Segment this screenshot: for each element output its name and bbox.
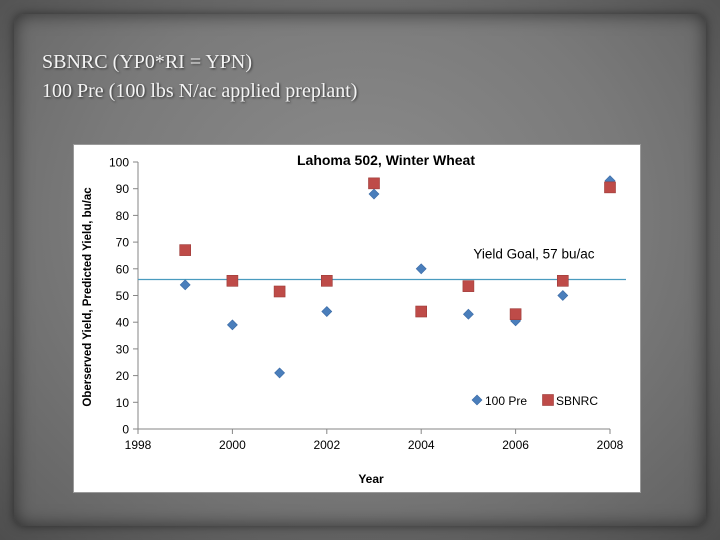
legend-sbnrc-label: SBNRC — [556, 394, 598, 408]
pre100-point — [368, 188, 380, 200]
pre100-point — [557, 290, 569, 301]
sbnrc-point — [556, 275, 569, 287]
x-tick-label: 2000 — [219, 438, 246, 452]
y-tick-label: 90 — [116, 182, 130, 196]
sbnrc-point — [179, 244, 191, 256]
x-tick-label: 2002 — [313, 438, 340, 452]
y-axis-label: Oberserved Yield, Predicted Yield, bu/ac — [82, 187, 94, 407]
legend-pre100-marker — [471, 394, 483, 406]
scatter-chart: Lahoma 502, Winter Wheat Oberserved Yiel… — [82, 152, 626, 486]
sbnrc-point — [226, 275, 239, 287]
y-tick-label: 20 — [116, 369, 130, 383]
sbnrc-point — [604, 181, 616, 194]
pre100-point — [462, 308, 474, 320]
x-tick-label: 2006 — [502, 438, 529, 452]
y-tick-label: 30 — [116, 342, 130, 356]
y-tick-label: 10 — [116, 396, 130, 410]
pre100-point — [226, 319, 238, 331]
y-tick-label: 80 — [116, 209, 130, 223]
y-tick-label: 0 — [122, 423, 129, 437]
legend-sbnrc-marker — [542, 394, 554, 406]
sbnrc-point — [415, 305, 428, 318]
legend-pre100-label: 100 Pre — [485, 394, 527, 408]
yield-goal-label: Yield Goal, 57 bu/ac — [473, 246, 594, 261]
slide-title-line-2: 100 Pre (100 lbs N/ac applied preplant) — [42, 80, 358, 102]
sbnrc-point — [509, 308, 522, 320]
x-axis-label: Year — [358, 472, 384, 486]
y-tick-label: 40 — [116, 316, 130, 330]
x-tick-label: 2004 — [408, 438, 435, 452]
x-tick-label: 2008 — [597, 438, 624, 452]
sbnrc-point — [368, 177, 380, 190]
pre100-point — [179, 279, 191, 291]
x-tick-label: 1998 — [125, 438, 152, 452]
y-tick-label: 70 — [116, 236, 130, 250]
y-tick-label: 60 — [116, 262, 130, 276]
slide-title: SBNRC (YP0*RI = YPN) 100 Pre (100 lbs N/… — [42, 48, 682, 106]
pre100-point — [321, 306, 333, 317]
y-tick-label: 50 — [116, 289, 130, 303]
chart-panel: Lahoma 502, Winter Wheat Oberserved Yiel… — [73, 144, 641, 493]
chart-title: Lahoma 502, Winter Wheat — [297, 152, 475, 168]
pre100-point — [415, 263, 427, 275]
pre100-point — [274, 367, 286, 379]
sbnrc-point — [321, 275, 333, 287]
y-tick-label: 100 — [109, 156, 129, 170]
sbnrc-point — [273, 285, 286, 298]
sbnrc-point — [462, 280, 475, 292]
slide-title-line-1: SBNRC (YP0*RI = YPN) — [42, 51, 253, 73]
